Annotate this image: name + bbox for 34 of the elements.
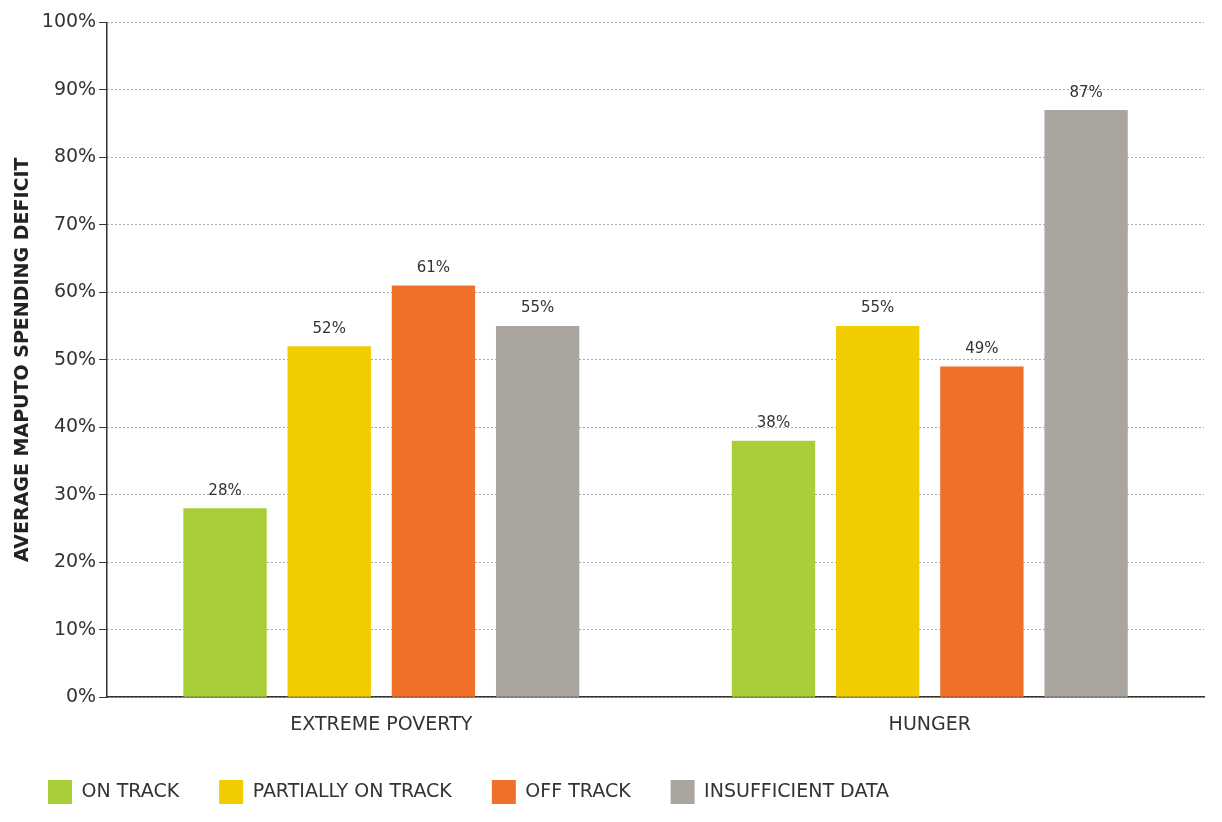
x-tick-label: EXTREME POVERTY <box>290 711 473 734</box>
y-tick-label: 10% <box>53 616 97 639</box>
y-tick-label: 90% <box>53 76 97 99</box>
data-label: 28% <box>208 480 242 499</box>
legend-label: INSUFFICIENT DATA <box>704 778 890 801</box>
data-label: 52% <box>312 318 346 337</box>
y-tick-label: 60% <box>53 279 97 302</box>
y-tick-label: 20% <box>53 549 97 572</box>
y-tick-label: 30% <box>53 481 97 504</box>
y-tick-label: 100% <box>41 9 97 32</box>
bar <box>731 440 816 697</box>
bar <box>940 366 1024 697</box>
y-tick-label: 70% <box>53 211 97 234</box>
bar <box>836 326 920 697</box>
legend-label: PARTIALLY ON TRACK <box>252 778 453 801</box>
data-label: 55% <box>520 298 555 317</box>
legend-label: OFF TRACK <box>525 778 632 801</box>
y-tick-label: 0% <box>65 684 97 707</box>
data-label: 49% <box>965 338 999 357</box>
x-tick-label: HUNGER <box>888 711 971 734</box>
data-label: 61% <box>416 257 451 276</box>
bar <box>391 285 476 697</box>
data-label: 38% <box>756 413 791 432</box>
bar <box>1044 110 1128 697</box>
bar <box>287 346 371 697</box>
bar <box>495 326 580 697</box>
bar <box>183 508 267 697</box>
y-axis-title: AVERAGE MAPUTO SPENDING DEFICIT <box>10 157 33 563</box>
y-tick-label: 50% <box>53 346 97 369</box>
y-tick-label: 80% <box>53 144 97 167</box>
legend-label: ON TRACK <box>81 778 180 801</box>
y-tick-label: 40% <box>53 414 97 437</box>
data-label: 55% <box>861 298 895 317</box>
data-label: 87% <box>1069 82 1103 101</box>
